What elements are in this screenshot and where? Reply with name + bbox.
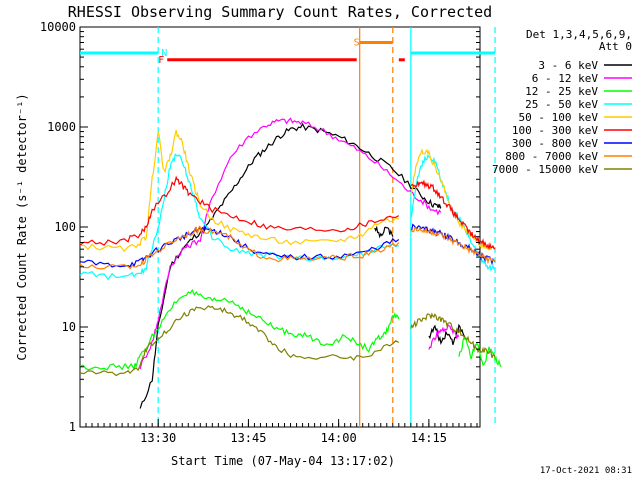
legend-entry-label: 100 - 300 keV xyxy=(512,124,598,137)
x-tick-label: 13:45 xyxy=(230,431,266,445)
legend-entry-label: 50 - 100 keV xyxy=(519,111,599,124)
y-axis: 1 10 100 1000 10000 xyxy=(40,20,480,434)
series-line-segment xyxy=(410,226,496,265)
x-axis-label: Start Time (07-May-04 13:17:02) xyxy=(171,454,395,468)
legend-entry-label: 25 - 50 keV xyxy=(525,98,598,111)
chart-title: RHESSI Observing Summary Count Rates, Co… xyxy=(68,3,492,21)
y-tick-label: 1 xyxy=(69,420,76,434)
legend-entry-label: 300 - 800 keV xyxy=(512,137,598,150)
series-lines xyxy=(79,117,502,409)
x-tick-label: 14:15 xyxy=(411,431,447,445)
x-tick-label: 14:00 xyxy=(321,431,357,445)
series-line-segment xyxy=(428,323,466,346)
mode-flag-label: S xyxy=(354,37,360,48)
x-axis: 13:30 13:45 14:00 14:15 xyxy=(79,419,478,445)
x-tick-label: 13:30 xyxy=(140,431,176,445)
series-line-segment xyxy=(374,225,394,239)
y-tick-label: 10000 xyxy=(40,20,76,34)
series-line xyxy=(139,117,442,370)
legend-entry-label: 12 - 25 keV xyxy=(525,85,598,98)
legend-header-detectors: Det 1,3,4,5,6,9, xyxy=(526,28,632,41)
y-axis-label: Corrected Count Rate (s⁻¹ detector⁻¹) xyxy=(15,93,29,360)
series-line xyxy=(79,305,400,377)
series-line-segment xyxy=(410,312,496,359)
y-tick-label: 10 xyxy=(62,320,76,334)
series-line xyxy=(79,225,400,268)
generation-timestamp: 17-Oct-2021 08:31 xyxy=(540,466,632,476)
y-tick-label: 1000 xyxy=(47,120,76,134)
mode-flag-label: F xyxy=(158,55,164,66)
legend-entry-label: 6 - 12 keV xyxy=(532,72,599,85)
y-tick-label: 100 xyxy=(54,220,76,234)
legend-entry-label: 3 - 6 keV xyxy=(538,59,598,72)
legend-entry-label: 800 - 7000 keV xyxy=(505,150,598,163)
legend-entry-label: 7000 - 15000 keV xyxy=(492,163,598,176)
series-line xyxy=(79,130,400,253)
series-line xyxy=(79,175,400,246)
legend-header-attenuator: Att 0 xyxy=(599,40,632,53)
series-line xyxy=(79,225,400,270)
mode-flag-label: N xyxy=(161,48,167,59)
series-line-segment xyxy=(410,179,496,250)
mode-flag-bars: NF S xyxy=(80,37,496,66)
